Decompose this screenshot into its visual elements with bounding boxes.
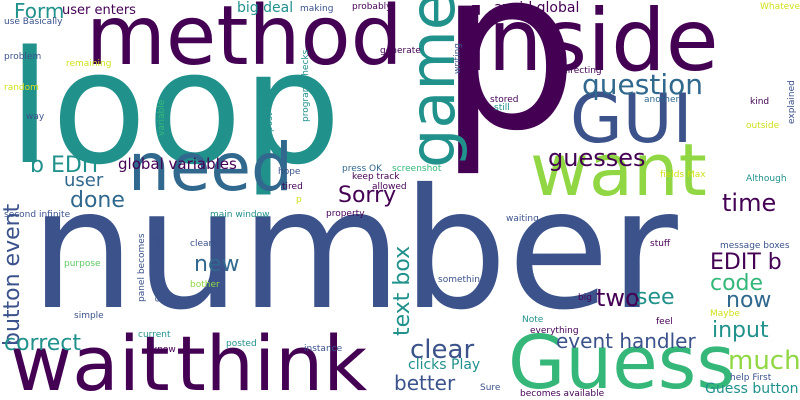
word-now: now — [726, 288, 772, 313]
word-button-event: button event — [0, 203, 25, 346]
word-simple: simple — [74, 311, 104, 321]
word-variable: variable — [157, 99, 167, 136]
word-something: something — [438, 275, 486, 285]
word-code: code — [710, 271, 764, 296]
word-game: game — [396, 0, 469, 168]
word-probably: probably — [352, 2, 392, 12]
word-keep-track: keep track — [352, 172, 400, 182]
word-posted: posted — [226, 339, 257, 349]
word-stored: stored — [490, 95, 519, 105]
word-guesses: guesses — [548, 144, 646, 172]
word-big-deal: big deal — [237, 0, 294, 16]
word-p: p — [438, 0, 579, 180]
word-see: see — [636, 285, 675, 310]
word-allowed: allowed — [372, 182, 407, 192]
word-second-infinite: second infinite — [4, 210, 71, 220]
word-loop: loop — [8, 17, 342, 199]
word-making: making — [300, 4, 334, 14]
word-big: big — [578, 293, 592, 303]
word-current: current — [138, 330, 171, 340]
word-whatever: Whatever — [760, 2, 800, 12]
word-form: Form — [14, 0, 65, 23]
word-inside: inside — [464, 0, 719, 91]
word-purpose: purpose — [64, 259, 101, 269]
word-new: new — [194, 252, 240, 277]
word-question: question — [582, 68, 703, 101]
word-writing: writing — [453, 42, 463, 74]
word-much: much — [728, 346, 800, 376]
word-global-variables: global variables — [118, 155, 237, 173]
word-use-basically: use Basically — [4, 17, 63, 27]
word-another: another — [644, 95, 680, 105]
word-screenshot: screenshot — [392, 164, 442, 174]
word-problem: problem — [4, 52, 42, 62]
word-user-enters: user enters — [62, 3, 136, 18]
word-waiting: waiting — [506, 214, 539, 224]
word-avoid-global: avoid global — [494, 0, 580, 16]
word-program-checks: program checks — [301, 49, 311, 122]
word-number: number — [30, 154, 678, 347]
word-sorry: Sorry — [338, 183, 397, 208]
word-called-multiple: called multiple — [153, 235, 163, 302]
word-time: time — [722, 189, 777, 217]
word-maybe: Maybe — [710, 309, 740, 319]
word-stuff: stuff — [650, 239, 671, 249]
word-clear: clear — [410, 335, 475, 365]
word-sure: Sure — [480, 383, 501, 393]
word-feel: feel — [656, 317, 673, 327]
word-need: need — [128, 129, 293, 206]
word-gui: GUI — [570, 80, 693, 159]
word-directing: directing — [562, 66, 602, 76]
word-p-small: p — [296, 195, 302, 205]
word-post: post — [265, 112, 275, 132]
word-way: way — [26, 112, 45, 122]
word-outside: outside — [746, 121, 780, 131]
word-correct: correct — [4, 331, 82, 356]
word-tired: tired — [282, 182, 303, 192]
word-bother: bother — [190, 280, 220, 290]
word-note: Note — [522, 315, 544, 325]
word-input: input — [712, 318, 769, 343]
word-better: better — [394, 371, 456, 395]
word-clearer: clearer — [190, 239, 222, 249]
word-random: random — [4, 83, 39, 93]
word-main-window: main window — [210, 210, 270, 220]
word-kind: kind — [750, 97, 770, 107]
word-help-first: help First — [730, 373, 772, 383]
word-text-box: text box — [390, 245, 415, 336]
word-want: want — [530, 128, 707, 212]
word-explained: explained — [787, 80, 797, 124]
word-generate: generate — [380, 46, 421, 56]
word-think: think — [176, 319, 368, 400]
word-guess: Guess — [508, 320, 735, 400]
word-done: done — [70, 188, 125, 213]
word-wait: wait — [10, 319, 170, 400]
word-everything: everything — [530, 326, 579, 336]
word-user: user — [64, 170, 104, 191]
word-instance: instance — [304, 344, 343, 354]
word-event-handler: event handler — [556, 329, 696, 353]
word-still: still — [494, 103, 510, 113]
word-fields-max: fields Max — [660, 170, 706, 180]
word-panel-becomes: panel becomes — [137, 233, 147, 302]
word-property: property — [326, 209, 365, 219]
word-press-ok: press OK — [342, 164, 382, 174]
word-method: method — [86, 0, 403, 84]
word-becomes-available: becomes available — [520, 389, 605, 399]
word-clicks-play: clicks Play — [408, 357, 481, 373]
word-remaining: remaining — [66, 59, 112, 69]
word-two: two — [596, 284, 640, 312]
word-hope: hope — [278, 167, 301, 177]
word-guess-button: Guess button — [705, 381, 799, 397]
word-edit-b: EDIT b — [710, 250, 782, 275]
word-b-edit: b EDIT — [30, 153, 102, 178]
word-know: know — [152, 345, 176, 355]
word-message-boxes: message boxes — [720, 241, 790, 251]
word-although: Although — [746, 174, 787, 184]
